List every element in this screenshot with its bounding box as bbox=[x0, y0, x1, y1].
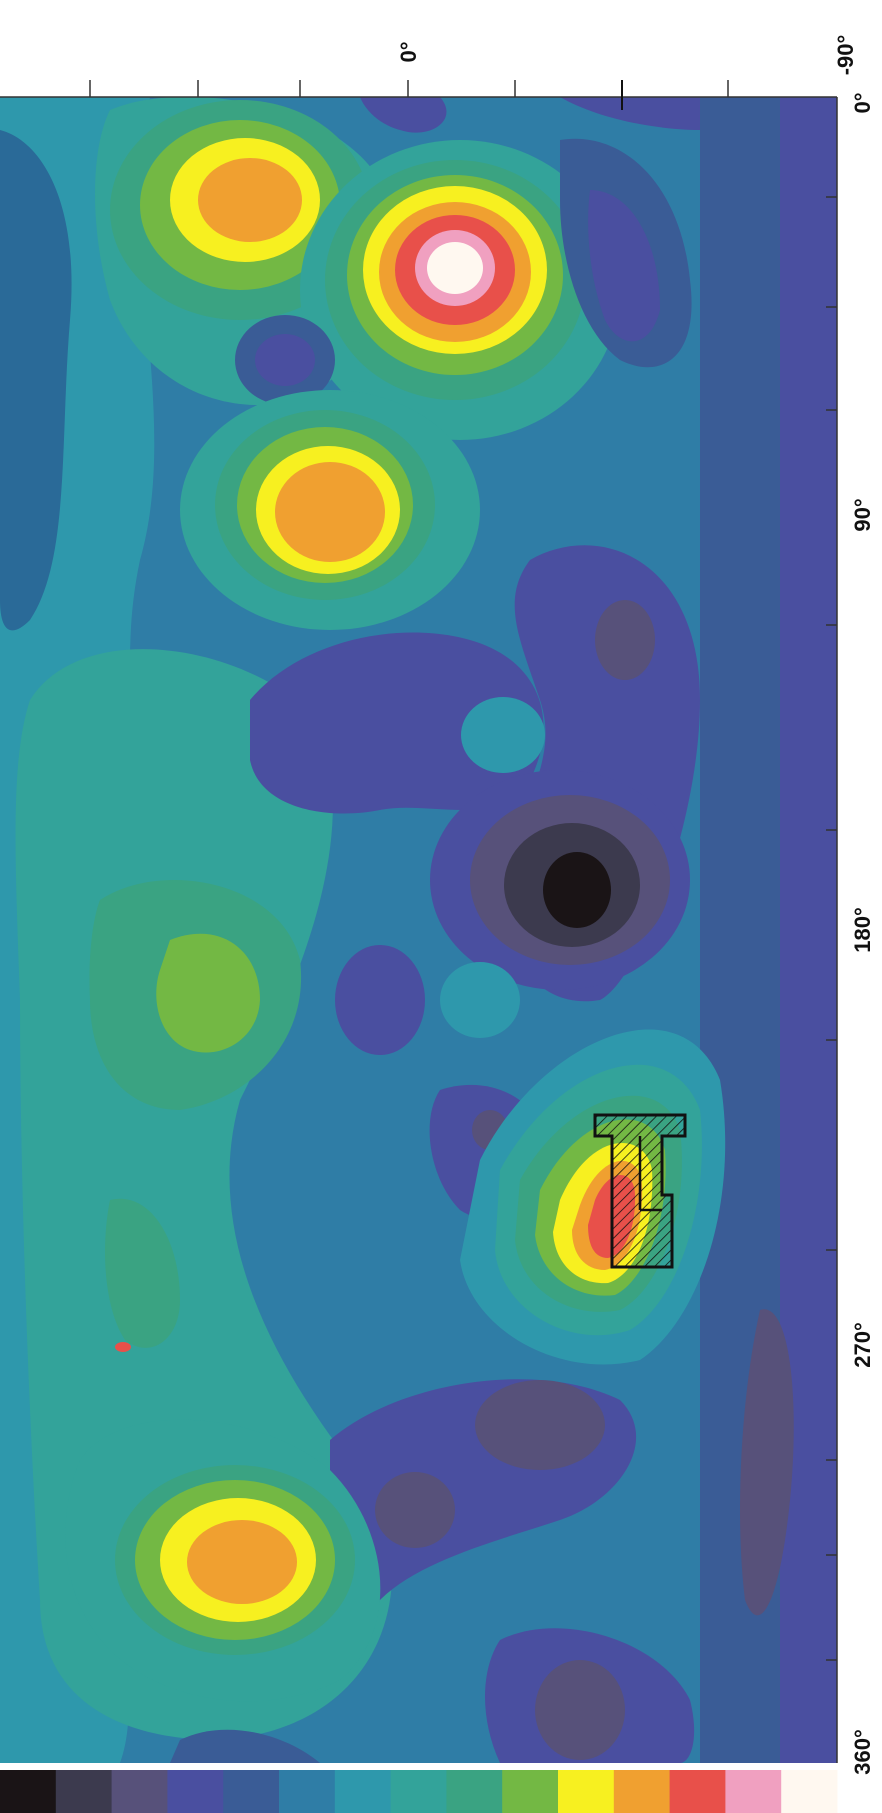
color-scale-swatch bbox=[111, 1770, 168, 1813]
color-scale-swatch bbox=[781, 1770, 838, 1813]
color-scale-swatch bbox=[390, 1770, 447, 1813]
cold-spot-purple-a bbox=[595, 600, 655, 680]
color-scale-swatch bbox=[223, 1770, 280, 1813]
cold-spot-purple-f bbox=[535, 1660, 625, 1760]
color-scale-swatch bbox=[55, 1770, 113, 1813]
color-scale-swatch bbox=[334, 1770, 392, 1813]
longitude-tick-label-180: 180° bbox=[850, 907, 875, 953]
longitude-tick-label-90: 90° bbox=[850, 498, 875, 531]
cold-strip-upper-core bbox=[588, 190, 660, 342]
color-scale-swatch bbox=[167, 1770, 224, 1813]
hotspot-e-orange bbox=[187, 1520, 297, 1604]
latitude-tick-label-0: 0° bbox=[396, 41, 421, 62]
blob-indigo-b bbox=[335, 945, 425, 1055]
color-scale-swatch bbox=[446, 1770, 503, 1813]
latitude-axis: 0° -90° bbox=[0, 35, 858, 110]
color-scale-swatch bbox=[502, 1770, 559, 1813]
cold-region-top bbox=[360, 97, 447, 133]
hotspot-b-white bbox=[427, 242, 483, 294]
cold-region-top-right bbox=[560, 97, 700, 130]
green-region-left-core bbox=[156, 933, 260, 1053]
color-scale-swatch bbox=[0, 1770, 57, 1813]
color-scale-swatch bbox=[669, 1770, 726, 1813]
cold-strip-right-lower bbox=[740, 1309, 794, 1616]
longitude-tick-label-0: 0° bbox=[850, 92, 875, 113]
hotspot-c-orange bbox=[275, 462, 385, 562]
hatched-region-marker bbox=[593, 1113, 687, 1269]
minimum-core bbox=[543, 852, 611, 928]
cold-spot-purple-e bbox=[375, 1472, 455, 1548]
northern-dark-strip bbox=[0, 130, 72, 631]
red-speck bbox=[115, 1342, 131, 1352]
teal-island-a bbox=[461, 697, 545, 773]
longitude-tick-label-270: 270° bbox=[850, 1322, 875, 1368]
color-scale-swatch bbox=[613, 1770, 671, 1813]
cold-band-center bbox=[250, 632, 544, 814]
color-scale-swatch bbox=[725, 1770, 782, 1813]
hotspot-a-orange bbox=[198, 158, 302, 242]
color-scale-swatch bbox=[558, 1770, 615, 1813]
color-scale-swatch bbox=[279, 1770, 336, 1813]
latitude-tick-label-neg90: -90° bbox=[833, 35, 858, 76]
heatmap-field bbox=[0, 97, 837, 1763]
color-scale-bar bbox=[0, 1770, 838, 1813]
longitude-axis: 0° 90° 180° 270° 360° bbox=[826, 92, 875, 1775]
longitude-tick-label-360: 360° bbox=[850, 1729, 875, 1775]
green-region-lower bbox=[105, 1198, 180, 1348]
cold-spot-purple-d bbox=[475, 1380, 605, 1470]
blob-indigo-a bbox=[255, 334, 315, 386]
teal-island-b bbox=[440, 962, 520, 1038]
cold-region-bottom-left bbox=[170, 1729, 320, 1763]
